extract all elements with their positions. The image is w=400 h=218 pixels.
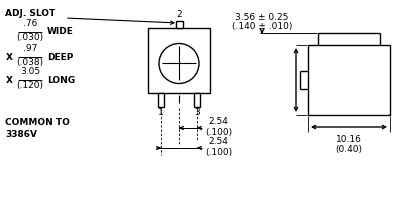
Bar	[194, 93, 200, 107]
Text: 3.05: 3.05	[20, 67, 40, 76]
Text: X: X	[6, 53, 13, 61]
Text: COMMON TO
3386V: COMMON TO 3386V	[5, 118, 70, 139]
Bar	[158, 93, 164, 107]
Bar	[176, 21, 182, 28]
Text: (.030): (.030)	[16, 33, 44, 42]
Bar	[308, 45, 390, 115]
Text: 1: 1	[158, 108, 164, 117]
Text: DEEP: DEEP	[47, 53, 73, 61]
Text: .76: .76	[23, 19, 37, 28]
Text: 3.56 ± 0.25: 3.56 ± 0.25	[235, 14, 289, 22]
Text: WIDE: WIDE	[47, 27, 74, 36]
Text: (.140 ± .010): (.140 ± .010)	[232, 22, 292, 31]
Text: X: X	[6, 75, 13, 85]
Text: 2.54
(.100): 2.54 (.100)	[205, 137, 232, 157]
Text: 3: 3	[194, 108, 200, 117]
Bar	[148, 28, 210, 93]
Text: (.120): (.120)	[16, 81, 44, 90]
Text: 2: 2	[176, 10, 182, 19]
Text: (.038): (.038)	[16, 58, 44, 67]
Text: .97: .97	[23, 44, 37, 53]
Text: ADJ. SLOT: ADJ. SLOT	[5, 10, 55, 19]
Text: 2.54
(.100): 2.54 (.100)	[205, 117, 232, 137]
Text: 10.16
(0.40): 10.16 (0.40)	[336, 135, 362, 154]
Text: LONG: LONG	[47, 75, 75, 85]
